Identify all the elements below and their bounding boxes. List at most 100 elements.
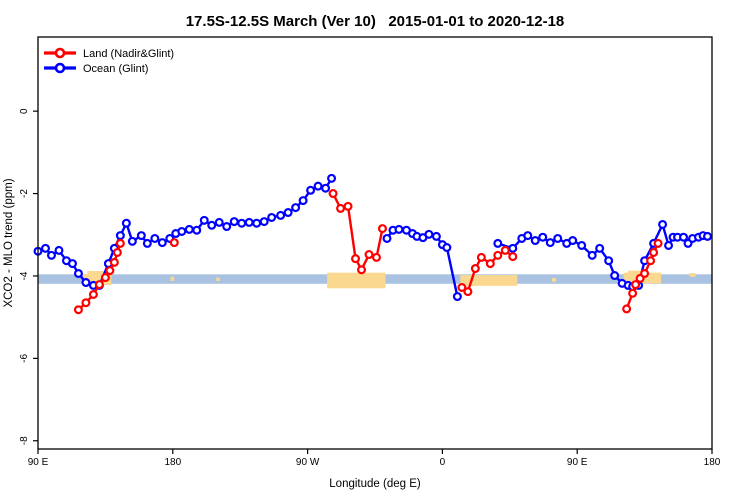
- shaded-patch: [327, 272, 386, 289]
- shaded-patch: [628, 270, 648, 276]
- data-point-marker: [73, 305, 83, 315]
- legend-label-ocean: Ocean (Glint): [83, 63, 148, 75]
- data-point-marker: [523, 231, 533, 241]
- data-point-marker: [81, 298, 91, 308]
- data-point-marker: [222, 222, 232, 232]
- data-point-marker: [664, 240, 674, 250]
- data-point-marker: [351, 254, 361, 264]
- data-point-marker: [394, 224, 404, 234]
- data-point-marker: [553, 233, 563, 243]
- legend-item-ocean: Ocean (Glint): [44, 62, 148, 75]
- data-point-marker: [424, 229, 434, 239]
- data-point-marker: [199, 215, 209, 225]
- shaded-patch: [551, 278, 557, 282]
- data-point-marker: [493, 238, 503, 248]
- data-point-marker: [67, 259, 77, 269]
- data-point-marker: [500, 245, 510, 255]
- data-point-marker: [184, 224, 194, 234]
- data-point-marker: [276, 210, 286, 220]
- shaded-patch: [460, 275, 518, 286]
- data-point-marker: [382, 233, 392, 243]
- data-point-marker: [283, 208, 293, 218]
- data-point-marker: [100, 273, 110, 283]
- data-point-marker: [604, 256, 614, 266]
- y-tick-label: -4: [19, 271, 30, 280]
- data-point-marker: [328, 189, 338, 199]
- data-point-marker: [485, 259, 495, 269]
- data-point-marker: [703, 231, 713, 241]
- data-point-marker: [610, 271, 620, 281]
- x-tick-label: 90 E: [28, 457, 49, 468]
- data-point-marker: [121, 218, 131, 228]
- data-point-marker: [545, 238, 555, 248]
- data-point-marker: [214, 217, 224, 227]
- shaded-patch: [82, 273, 112, 286]
- y-tick-label: 0: [19, 108, 30, 114]
- data-point-marker: [237, 218, 247, 228]
- y-axis-title: XCO2 - MLO trend (ppm): [3, 178, 15, 307]
- data-point-marker: [508, 243, 518, 253]
- data-point-marker: [177, 226, 187, 236]
- plot-frame: [37, 36, 713, 450]
- data-point-marker: [306, 185, 316, 195]
- data-point-marker: [327, 173, 337, 183]
- data-point-marker: [595, 243, 605, 253]
- data-point-marker: [463, 287, 473, 297]
- data-point-marker: [112, 247, 122, 257]
- data-point-marker: [493, 250, 503, 260]
- legend: Land (Nadir&Glint) Ocean (Glint): [44, 47, 174, 75]
- data-point-marker: [530, 236, 540, 246]
- legend-marker-land-icon: [54, 47, 66, 59]
- data-point-marker: [577, 240, 587, 250]
- data-point-marker: [679, 232, 689, 242]
- data-point-marker: [628, 288, 638, 298]
- y-tick-label: -8: [19, 436, 30, 445]
- x-tick-label: 90 E: [567, 457, 588, 468]
- data-point-marker: [646, 256, 656, 266]
- chart-title: 17.5S-12.5S March (Ver 10) 2015-01-01 to…: [186, 13, 565, 30]
- data-point-marker: [457, 282, 467, 292]
- data-point-marker: [622, 304, 632, 314]
- series-layer: [33, 173, 713, 315]
- data-point-marker: [476, 252, 486, 262]
- data-point-marker: [252, 218, 262, 228]
- data-point-marker: [136, 231, 146, 241]
- data-point-marker: [538, 232, 548, 242]
- x-tick-label: 90 W: [296, 457, 320, 468]
- y-tick-label: -6: [19, 353, 30, 362]
- shaded-patch: [216, 277, 220, 281]
- data-point-marker: [88, 290, 98, 300]
- data-point-marker: [267, 212, 277, 222]
- data-point-marker: [313, 181, 323, 191]
- data-point-marker: [127, 236, 137, 246]
- data-point-marker: [259, 217, 269, 227]
- y-tick-label: -2: [19, 189, 30, 198]
- data-point-marker: [658, 219, 668, 229]
- data-point-marker: [336, 203, 346, 213]
- data-point-marker: [150, 233, 160, 243]
- data-point-marker: [508, 252, 518, 262]
- data-point-marker: [229, 217, 239, 227]
- data-point-marker: [115, 231, 125, 241]
- data-point-marker: [442, 243, 452, 253]
- data-point-marker: [54, 245, 64, 255]
- data-point-marker: [109, 257, 119, 267]
- axis-ticks-layer: 90 E 180 90 W 0 90 E 180 0 -2 -4 -6 -8: [19, 108, 721, 468]
- data-point-marker: [105, 266, 115, 276]
- data-point-marker: [357, 265, 367, 275]
- x-tick-label: 180: [704, 457, 721, 468]
- data-point-marker: [364, 250, 374, 260]
- data-point-marker: [291, 203, 301, 213]
- data-point-marker: [653, 238, 663, 248]
- data-point-marker: [40, 243, 50, 253]
- series-land: [73, 189, 663, 315]
- legend-marker-ocean-icon: [54, 62, 66, 74]
- data-point-marker: [640, 268, 650, 278]
- data-point-marker: [94, 280, 104, 290]
- data-point-marker: [343, 201, 353, 211]
- data-point-marker: [587, 250, 597, 260]
- shaded-patch: [170, 276, 175, 281]
- data-point-marker: [470, 264, 480, 274]
